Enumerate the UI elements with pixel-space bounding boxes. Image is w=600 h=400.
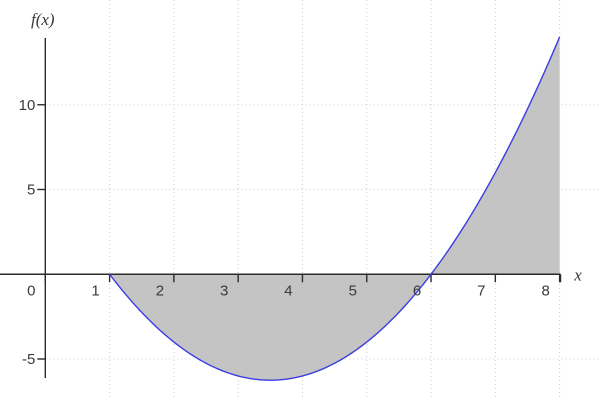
svg-text:f(x): f(x) [31, 10, 55, 29]
svg-text:6: 6 [413, 282, 421, 299]
svg-text:5: 5 [349, 282, 357, 299]
svg-text:-5: -5 [22, 351, 35, 368]
svg-text:8: 8 [541, 282, 549, 299]
svg-text:2: 2 [156, 282, 164, 299]
svg-text:4: 4 [284, 282, 292, 299]
svg-text:5: 5 [27, 182, 35, 199]
svg-text:1: 1 [91, 282, 99, 299]
svg-text:0: 0 [27, 282, 35, 299]
svg-text:3: 3 [220, 282, 228, 299]
svg-text:7: 7 [477, 282, 485, 299]
svg-text:x: x [573, 265, 582, 284]
svg-text:10: 10 [19, 97, 36, 114]
